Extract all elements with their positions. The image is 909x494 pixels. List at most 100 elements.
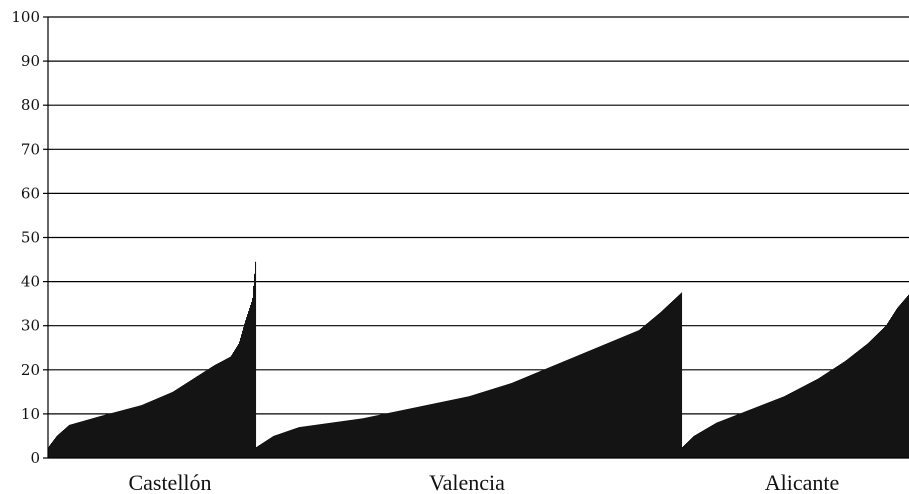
bar (278, 434, 280, 458)
bar (246, 317, 248, 458)
bar (813, 381, 815, 458)
bar (720, 421, 722, 458)
bar (615, 339, 617, 458)
bar (105, 414, 107, 458)
bar (504, 385, 506, 458)
bar (100, 416, 102, 458)
bar (577, 355, 579, 458)
bar (735, 415, 737, 458)
bar (790, 392, 792, 458)
bar (717, 422, 719, 458)
bar (242, 330, 244, 458)
bar (412, 407, 414, 458)
bar (604, 344, 606, 458)
bar (370, 416, 372, 458)
bar (778, 398, 780, 458)
bar (715, 423, 717, 458)
bar (521, 378, 523, 458)
bar (210, 367, 212, 458)
bar (330, 422, 332, 458)
bar (875, 335, 877, 458)
bar (389, 412, 391, 458)
bar (827, 372, 829, 458)
bar (530, 375, 532, 458)
bar (845, 360, 847, 458)
y-tick-label-60: 60 (21, 184, 40, 202)
bar (268, 439, 270, 458)
bar (272, 436, 274, 458)
bar (690, 439, 692, 458)
bar (452, 399, 454, 458)
bar (701, 431, 703, 458)
bar (856, 352, 858, 458)
bar (594, 348, 596, 458)
bar (306, 426, 308, 458)
bar (482, 392, 484, 458)
bar (507, 384, 509, 458)
bar (586, 351, 588, 458)
bar (862, 347, 864, 458)
bar (439, 402, 441, 458)
bar (618, 338, 620, 458)
bar (174, 390, 176, 458)
bar (802, 386, 804, 458)
bar (405, 409, 407, 458)
bar (792, 391, 794, 458)
bar (677, 296, 679, 458)
bar (600, 346, 602, 458)
bar (55, 437, 57, 458)
bar (562, 361, 564, 458)
bar (898, 306, 900, 458)
bar (674, 299, 676, 458)
bar (257, 446, 259, 458)
bar (385, 413, 387, 458)
bar (510, 383, 512, 458)
bar (80, 421, 82, 458)
bar (294, 428, 296, 458)
bar (183, 384, 185, 458)
bar (818, 378, 820, 458)
bar (532, 374, 534, 458)
bar (610, 341, 612, 458)
bar (362, 418, 364, 458)
bar (121, 410, 123, 458)
bar (323, 423, 325, 458)
bar (548, 367, 550, 458)
bar (133, 407, 135, 458)
bar (685, 444, 687, 458)
bar (231, 355, 233, 458)
bar (605, 344, 607, 458)
bar (309, 425, 311, 458)
bar (152, 400, 154, 458)
bar (311, 425, 313, 458)
bar (353, 419, 355, 458)
bar (108, 413, 110, 458)
bar (839, 364, 841, 458)
bar (731, 416, 733, 458)
y-tick-label-30: 30 (21, 317, 40, 335)
bar (416, 407, 418, 458)
bar (652, 318, 654, 458)
bar (831, 369, 833, 458)
bar (665, 307, 667, 458)
bar (388, 412, 390, 458)
bar (702, 430, 704, 458)
bar (156, 398, 158, 458)
bar (338, 421, 340, 458)
bar (755, 407, 757, 458)
bar (53, 440, 55, 458)
bar (769, 401, 771, 458)
bar (884, 327, 886, 458)
bar (758, 406, 760, 458)
bar (118, 411, 120, 458)
bar (213, 365, 215, 458)
bar (849, 357, 851, 458)
bar (844, 361, 846, 458)
bar (79, 421, 81, 458)
bar (535, 373, 537, 458)
bar (886, 324, 888, 458)
bar (324, 423, 326, 458)
bar (526, 376, 528, 458)
bar (675, 298, 677, 458)
bar (821, 376, 823, 458)
